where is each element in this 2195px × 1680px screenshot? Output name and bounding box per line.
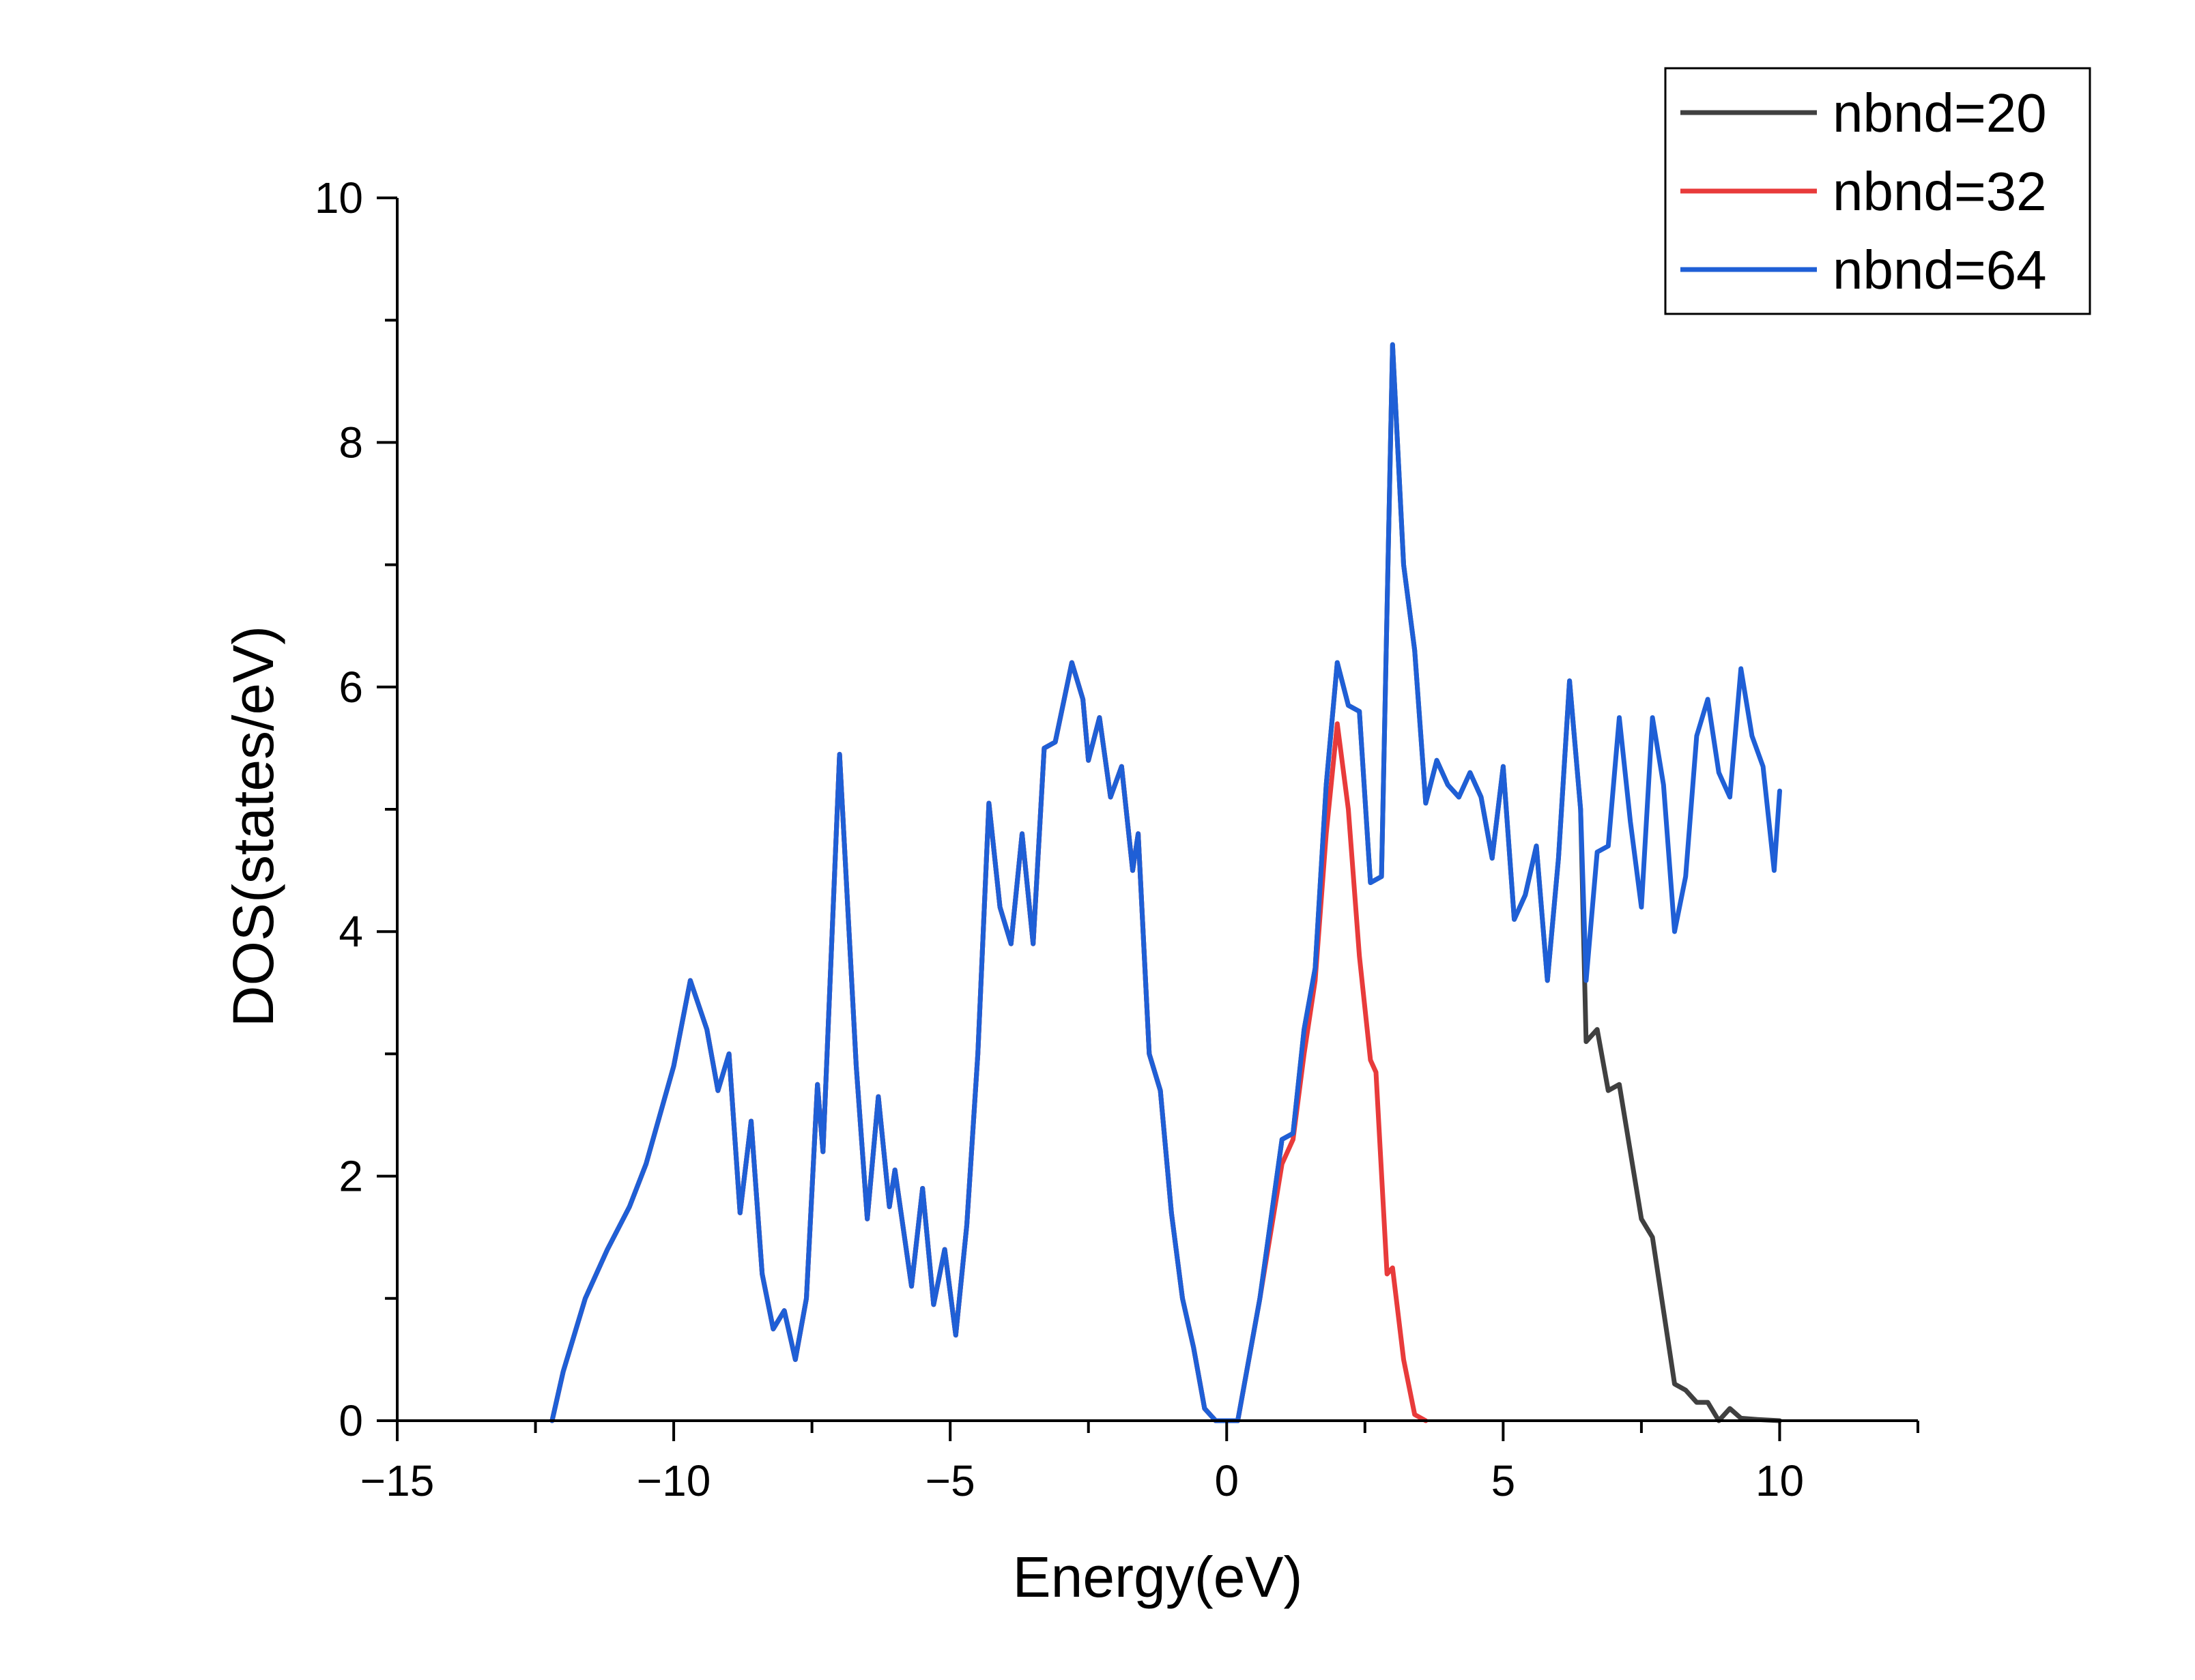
- series-line-3: [549, 342, 1782, 1423]
- x-tick-label: −10: [637, 1456, 711, 1505]
- x-tick-label: 5: [1491, 1456, 1516, 1505]
- x-tick-label: 10: [1755, 1456, 1804, 1505]
- legend-label: nbnd=32: [1833, 161, 2047, 222]
- y-tick-label: 4: [339, 907, 363, 956]
- y-tick-label: 6: [339, 663, 363, 712]
- ticks-layer: −15 −10 −5 0 5 10 0 2 4 6 8 10: [315, 173, 1919, 1505]
- legend: nbnd=20 nbnd=32 nbnd=64: [1664, 67, 2091, 315]
- y-tick-label: 8: [339, 418, 363, 467]
- x-tick-label: 0: [1214, 1456, 1239, 1505]
- x-tick-label: −5: [926, 1456, 975, 1505]
- series-layer: [549, 342, 1782, 1423]
- y-tick-label: 10: [315, 173, 363, 222]
- x-tick-label: −15: [360, 1456, 435, 1505]
- y-tick-label: 2: [339, 1152, 363, 1201]
- legend-label: nbnd=64: [1833, 240, 2047, 300]
- y-axis-title: DOS(states/eV): [221, 626, 285, 1027]
- legend-box: [1664, 67, 2091, 315]
- x-axis-title: Energy(eV): [1013, 1545, 1303, 1609]
- legend-label: nbnd=20: [1833, 83, 2047, 143]
- y-tick-label: 0: [339, 1396, 363, 1445]
